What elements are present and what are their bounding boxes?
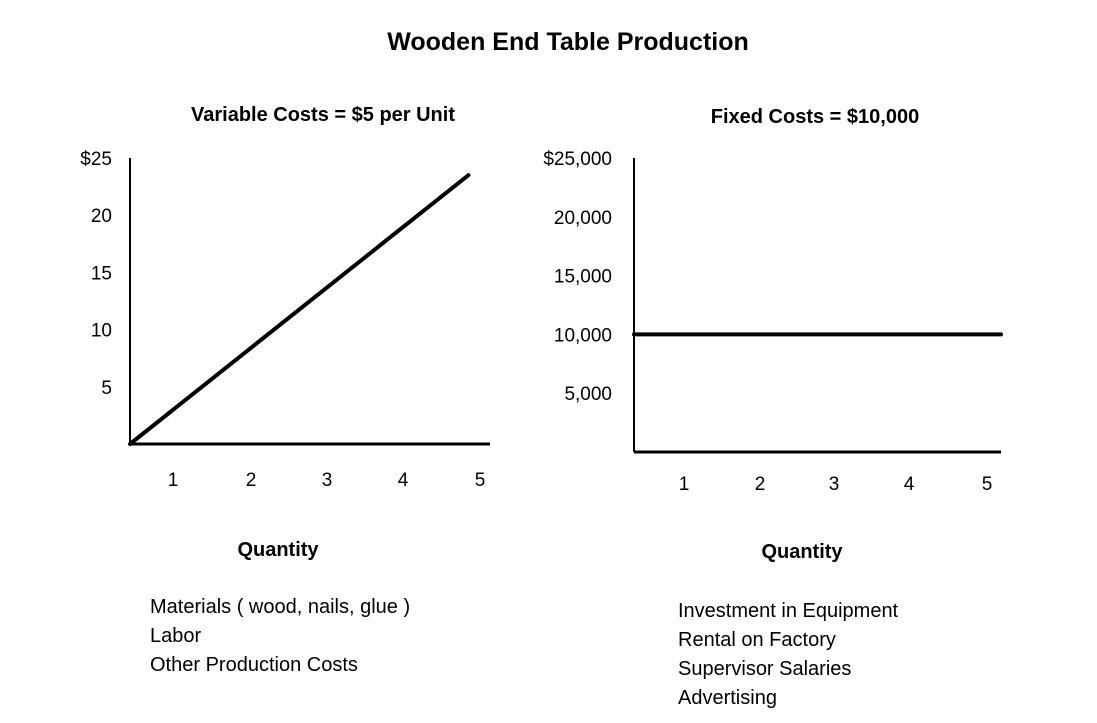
y-tick-label: 10 xyxy=(91,321,112,342)
variable-cost-items: Materials ( wood, nails, glue ) Labor Ot… xyxy=(150,593,410,680)
x-tick-label: 3 xyxy=(829,474,840,495)
fixed-cost-items: Investment in Equipment Rental on Factor… xyxy=(678,597,898,713)
x-tick-label: 2 xyxy=(755,474,766,495)
x-tick-label: 4 xyxy=(398,470,409,491)
cost-item: Supervisor Salaries xyxy=(678,658,852,680)
y-tick-label: $25 xyxy=(80,149,112,170)
y-tick-label: 5,000 xyxy=(564,384,612,405)
x-tick-label: 1 xyxy=(679,474,690,495)
series-line xyxy=(128,173,471,446)
x-tick-label: 4 xyxy=(904,474,915,495)
y-tick-label: 10,000 xyxy=(554,325,612,346)
y-tick-label: 5 xyxy=(101,378,112,399)
fixed-costs-chart: Fixed Costs = $10,000 5,000 10,000 15,000 20… xyxy=(543,106,1003,563)
variable-costs-chart: Variable Costs = $5 per Unit 5 10 15 20 $25 1 2… xyxy=(80,104,490,561)
cost-item: Advertising xyxy=(678,687,777,709)
cost-item: Rental on Factory xyxy=(678,629,836,651)
cost-item: Materials ( wood, nails, glue ) xyxy=(150,596,411,618)
chart-subtitle: Variable Costs = $5 per Unit xyxy=(191,104,455,126)
y-tick-label: 15 xyxy=(91,263,112,284)
x-tick-label: 1 xyxy=(168,470,179,491)
x-axis-label: Quantity xyxy=(237,539,319,561)
y-tick-label: $25,000 xyxy=(543,149,612,170)
x-tick-label: 5 xyxy=(982,474,993,495)
y-tick-label: 15,000 xyxy=(554,267,612,288)
x-tick-label: 2 xyxy=(246,470,257,491)
cost-item: Investment in Equipment xyxy=(678,600,899,622)
x-tick-label: 3 xyxy=(322,470,333,491)
y-tick-label: 20 xyxy=(91,206,112,227)
cost-item: Labor xyxy=(150,625,202,647)
x-axis-label: Quantity xyxy=(761,541,843,563)
cost-item: Other Production Costs xyxy=(150,654,358,676)
y-tick-label: 20,000 xyxy=(554,208,612,229)
x-tick-label: 5 xyxy=(475,470,486,491)
chart-subtitle: Fixed Costs = $10,000 xyxy=(711,106,919,128)
chart-title: Wooden End Table Production xyxy=(387,28,749,56)
